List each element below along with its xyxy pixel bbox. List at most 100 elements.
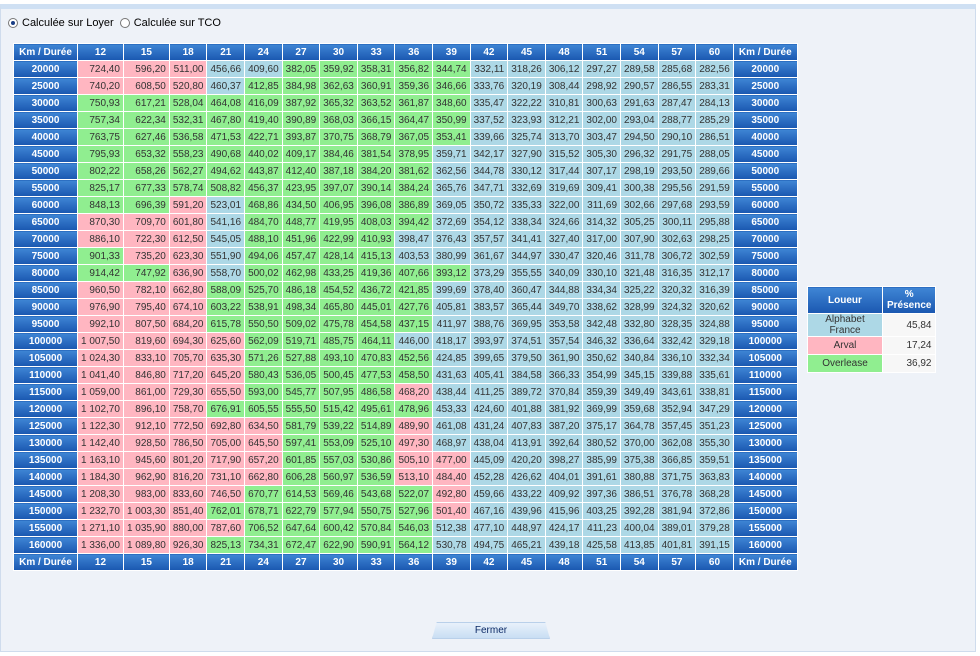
price-cell: 360,47 bbox=[507, 281, 546, 299]
price-cell: 427,76 bbox=[394, 298, 434, 316]
price-cell: 336,10 bbox=[657, 349, 697, 367]
price-cell: 332,34 bbox=[695, 349, 734, 367]
table-row: 25000 740,20 608,50 520,80 460,37 412,85 384,9… bbox=[13, 77, 798, 95]
price-cell: 372,69 bbox=[432, 213, 471, 231]
price-cell: 351,23 bbox=[695, 417, 734, 435]
price-cell: 393,87 bbox=[281, 128, 321, 146]
price-cell: 398,27 bbox=[544, 451, 584, 469]
table-row: 150000 1 232,70 1 003,30 851,40 762,01 678,71… bbox=[13, 502, 798, 520]
price-cell: 332,69 bbox=[507, 179, 546, 197]
price-cell: 424,17 bbox=[544, 519, 584, 537]
price-cell: 324,88 bbox=[695, 315, 734, 333]
price-cell: 336,64 bbox=[620, 332, 659, 350]
price-cell: 581,79 bbox=[281, 417, 321, 435]
price-cell: 467,16 bbox=[469, 502, 509, 520]
price-cell: 382,05 bbox=[281, 60, 321, 78]
price-cell: 412,40 bbox=[281, 162, 321, 180]
table-row: 45000 795,93 653,32 558,23 490,68 440,02 409,1… bbox=[13, 145, 798, 163]
price-cell: 335,47 bbox=[469, 94, 509, 112]
table-row: 50000 802,22 658,26 562,27 494,62 443,87 412,4… bbox=[13, 162, 798, 180]
price-cell: 363,83 bbox=[695, 468, 734, 486]
price-cell: 327,90 bbox=[507, 145, 546, 163]
price-cell: 300,11 bbox=[657, 213, 697, 231]
price-cell: 334,34 bbox=[582, 281, 621, 299]
price-cell: 330,12 bbox=[507, 162, 546, 180]
legend-pct-overlease: 36,92 bbox=[881, 354, 937, 373]
price-cell: 364,47 bbox=[394, 111, 434, 129]
close-button[interactable]: Fermer bbox=[432, 622, 550, 639]
price-grid: Km / Durée 12 15 18 21 24 27 30 33 36 39 42 45 48 51 54… bbox=[13, 43, 798, 571]
radio-loyer[interactable]: Calculée sur Loyer bbox=[8, 17, 114, 29]
price-cell: 399,69 bbox=[432, 281, 471, 299]
price-cell: 1 142,40 bbox=[77, 434, 124, 452]
price-cell: 419,40 bbox=[244, 111, 283, 129]
price-cell: 341,41 bbox=[507, 230, 546, 248]
price-cell: 477,53 bbox=[356, 366, 396, 384]
header-duration: 15 bbox=[122, 553, 170, 571]
price-cell: 802,22 bbox=[77, 162, 124, 180]
table-row: 140000 1 184,30 962,90 816,20 731,10 662,80 60… bbox=[13, 468, 798, 486]
price-cell: 538,91 bbox=[244, 298, 283, 316]
header-duration: 57 bbox=[657, 553, 697, 571]
price-cell: 344,74 bbox=[432, 60, 471, 78]
header-duration: 21 bbox=[206, 43, 246, 61]
price-cell: 321,48 bbox=[620, 264, 659, 282]
price-cell: 928,50 bbox=[122, 434, 170, 452]
price-cell: 545,05 bbox=[206, 230, 246, 248]
header-duration: 48 bbox=[544, 43, 584, 61]
price-cell: 735,20 bbox=[122, 247, 170, 265]
price-cell: 596,20 bbox=[122, 60, 170, 78]
row-km-label: 130000 bbox=[732, 434, 798, 452]
price-cell: 1 163,10 bbox=[77, 451, 124, 469]
price-cell: 349,49 bbox=[620, 383, 659, 401]
price-cell: 381,62 bbox=[394, 162, 434, 180]
price-cell: 378,95 bbox=[394, 145, 434, 163]
price-cell: 332,42 bbox=[657, 332, 697, 350]
price-cell: 740,20 bbox=[77, 77, 124, 95]
row-km-label: 70000 bbox=[13, 230, 78, 248]
price-cell: 288,05 bbox=[695, 145, 734, 163]
radio-tco[interactable]: Calculée sur TCO bbox=[119, 17, 221, 29]
price-cell: 816,20 bbox=[168, 468, 208, 486]
price-cell: 608,50 bbox=[122, 77, 170, 95]
price-cell: 454,58 bbox=[356, 315, 396, 333]
header-duration: 48 bbox=[544, 553, 584, 571]
calc-mode-radios: Calculée sur Loyer Calculée sur TCO bbox=[8, 17, 227, 29]
price-cell: 434,50 bbox=[281, 196, 321, 214]
price-cell: 370,75 bbox=[319, 128, 358, 146]
price-cell: 330,47 bbox=[544, 247, 584, 265]
price-cell: 519,71 bbox=[281, 332, 321, 350]
price-cell: 550,50 bbox=[244, 315, 283, 333]
price-cell: 527,96 bbox=[394, 502, 434, 520]
price-cell: 558,23 bbox=[168, 145, 208, 163]
price-cell: 457,47 bbox=[281, 247, 321, 265]
price-cell: 298,19 bbox=[620, 162, 659, 180]
price-cell: 425,58 bbox=[582, 536, 621, 554]
price-cell: 392,64 bbox=[544, 434, 584, 452]
row-km-label: 130000 bbox=[13, 434, 78, 452]
price-cell: 438,04 bbox=[469, 434, 509, 452]
price-cell: 494,62 bbox=[206, 162, 246, 180]
price-cell: 431,24 bbox=[469, 417, 509, 435]
price-cell: 464,11 bbox=[356, 332, 396, 350]
price-cell: 558,70 bbox=[206, 264, 246, 282]
price-cell: 625,60 bbox=[206, 332, 246, 350]
price-cell: 411,25 bbox=[469, 383, 509, 401]
price-cell: 311,78 bbox=[620, 247, 659, 265]
price-cell: 541,16 bbox=[206, 213, 246, 231]
legend-header-presence: % Présence bbox=[881, 286, 937, 314]
price-cell: 297,68 bbox=[657, 196, 697, 214]
price-cell: 345,15 bbox=[620, 366, 659, 384]
table-row: 35000 757,34 622,34 532,31 467,80 419,40 390,8… bbox=[13, 111, 798, 129]
header-duration: 33 bbox=[356, 43, 396, 61]
price-cell: 603,22 bbox=[206, 298, 246, 316]
table-row: 160000 1 336,00 1 089,80 926,30 825,13 734,31… bbox=[13, 536, 798, 554]
row-km-label: 115000 bbox=[13, 383, 78, 401]
price-cell: 380,52 bbox=[582, 434, 621, 452]
price-cell: 350,99 bbox=[432, 111, 471, 129]
price-cell: 369,95 bbox=[507, 315, 546, 333]
price-cell: 344,97 bbox=[507, 247, 546, 265]
price-cell: 490,68 bbox=[206, 145, 246, 163]
price-cell: 635,30 bbox=[206, 349, 246, 367]
price-cell: 381,54 bbox=[356, 145, 396, 163]
